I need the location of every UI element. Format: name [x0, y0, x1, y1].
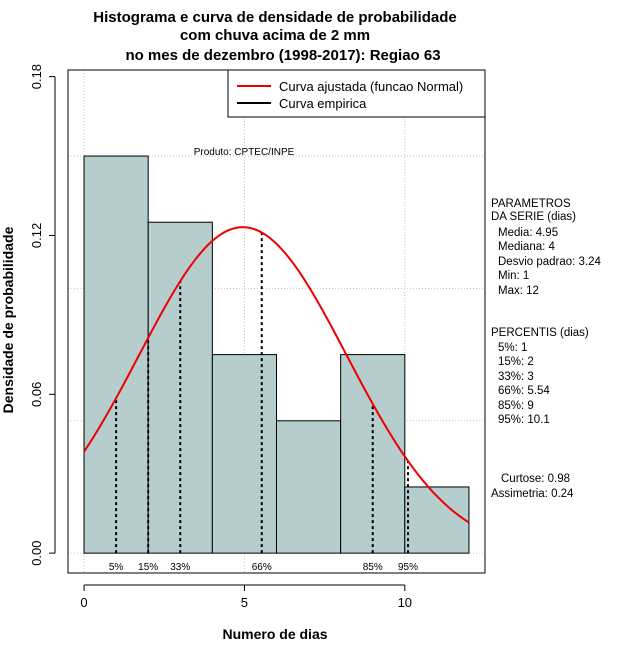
param-mean: Media: 4.95: [498, 227, 558, 239]
legend-fitted-label: Curva ajustada (funcao Normal): [279, 79, 463, 94]
skewness: Assimetria: 0.24: [491, 488, 574, 500]
percentiles-header: PERCENTIS (dias): [491, 327, 589, 339]
x-axis: 0 5 10: [80, 584, 412, 610]
title-line-3: no mes de dezembro (1998-2017): Regiao 6…: [125, 47, 440, 64]
percentile-markers: [115, 232, 410, 554]
x-tick-label-0: 0: [80, 595, 87, 610]
percentile-85: 85%: 9: [498, 400, 534, 412]
percentile-66: 66%: 5.54: [498, 385, 550, 397]
params-header-2: DA SERIE (dias): [491, 211, 576, 223]
y-tick-label-2: 0.12: [29, 223, 44, 248]
histogram-bar-2: [211, 354, 278, 554]
percentile-label-5: 95%: [398, 562, 418, 573]
y-tick-label-0: 0.00: [29, 540, 44, 565]
percentile-5: 5%: 1: [498, 342, 527, 354]
percentile-labels: 5% 15% 33% 66% 85% 95%: [109, 562, 418, 573]
kurtosis: Curtose: 0.98: [501, 473, 570, 485]
param-min: Min: 1: [498, 270, 529, 282]
param-max: Max: 12: [498, 285, 539, 297]
title-line-2: com chuva acima de 2 mm: [180, 27, 370, 44]
product-credit: Produto: CPTEC/INPE: [194, 147, 295, 158]
legend-box: [227, 69, 486, 118]
x-tick-label-1: 5: [241, 595, 248, 610]
param-sd: Desvio padrao: 3.24: [498, 256, 602, 268]
percentile-label-1: 15%: [138, 562, 158, 573]
percentile-15: 15%: 2: [498, 356, 534, 368]
fitted-curve-layer: [83, 226, 470, 524]
y-axis-title: Densidade de probabilidade: [0, 226, 16, 413]
y-tick-label-3: 0.18: [29, 64, 44, 89]
param-median: Mediana: 4: [498, 241, 556, 253]
histogram-bar-4: [340, 354, 406, 554]
params-header-1: PARAMETROS: [491, 198, 571, 210]
y-tick-label-1: 0.06: [29, 382, 44, 407]
percentile-label-3: 66%: [252, 562, 272, 573]
side-panel: PARAMETROS DA SERIE (dias) Media: 4.95 M…: [491, 198, 602, 500]
fitted-normal-curve: [83, 226, 470, 524]
title-line-1: Histograma e curva de densidade de proba…: [93, 9, 456, 26]
histogram-bar-3: [276, 420, 342, 554]
legend-empirical-label: Curva empirica: [279, 96, 367, 111]
x-axis-title: Numero de dias: [222, 626, 327, 642]
x-tick-label-2: 10: [398, 595, 412, 610]
legend: Curva ajustada (funcao Normal) Curva emp…: [227, 69, 486, 118]
percentile-label-4: 85%: [363, 562, 383, 573]
percentile-label-2: 33%: [170, 562, 190, 573]
histogram-bar-5: [404, 486, 470, 554]
percentile-label-0: 5%: [109, 562, 124, 573]
percentile-33: 33%: 3: [498, 371, 534, 383]
percentile-95: 95%: 10.1: [498, 414, 550, 426]
histogram-bars: [83, 155, 470, 554]
y-axis: 0.00 0.06 0.12 0.18: [29, 64, 56, 566]
chart-title: Histograma e curva de densidade de proba…: [93, 9, 456, 64]
